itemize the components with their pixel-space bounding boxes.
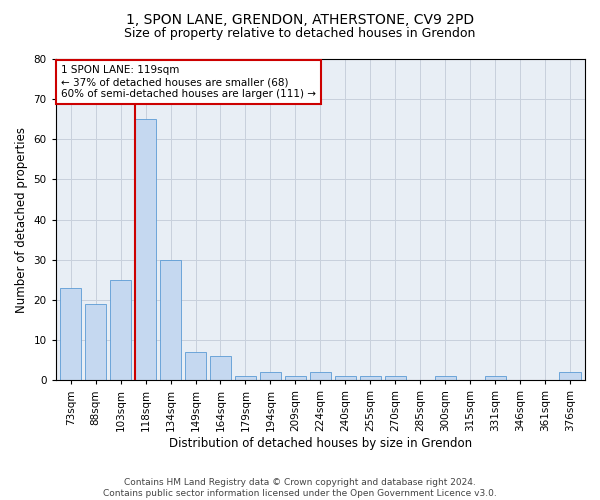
Bar	[285, 376, 306, 380]
Bar	[210, 356, 231, 380]
Y-axis label: Number of detached properties: Number of detached properties	[15, 126, 28, 312]
Bar	[60, 288, 81, 380]
Bar	[385, 376, 406, 380]
Bar	[110, 280, 131, 380]
Bar	[485, 376, 506, 380]
Bar	[310, 372, 331, 380]
X-axis label: Distribution of detached houses by size in Grendon: Distribution of detached houses by size …	[169, 437, 472, 450]
Text: 1 SPON LANE: 119sqm
← 37% of detached houses are smaller (68)
60% of semi-detach: 1 SPON LANE: 119sqm ← 37% of detached ho…	[61, 66, 316, 98]
Text: Size of property relative to detached houses in Grendon: Size of property relative to detached ho…	[124, 28, 476, 40]
Bar	[260, 372, 281, 380]
Bar	[235, 376, 256, 380]
Bar	[359, 376, 381, 380]
Bar	[185, 352, 206, 380]
Bar	[135, 119, 156, 380]
Text: Contains HM Land Registry data © Crown copyright and database right 2024.
Contai: Contains HM Land Registry data © Crown c…	[103, 478, 497, 498]
Bar	[434, 376, 456, 380]
Bar	[335, 376, 356, 380]
Bar	[160, 260, 181, 380]
Bar	[559, 372, 581, 380]
Bar	[85, 304, 106, 380]
Text: 1, SPON LANE, GRENDON, ATHERSTONE, CV9 2PD: 1, SPON LANE, GRENDON, ATHERSTONE, CV9 2…	[126, 12, 474, 26]
